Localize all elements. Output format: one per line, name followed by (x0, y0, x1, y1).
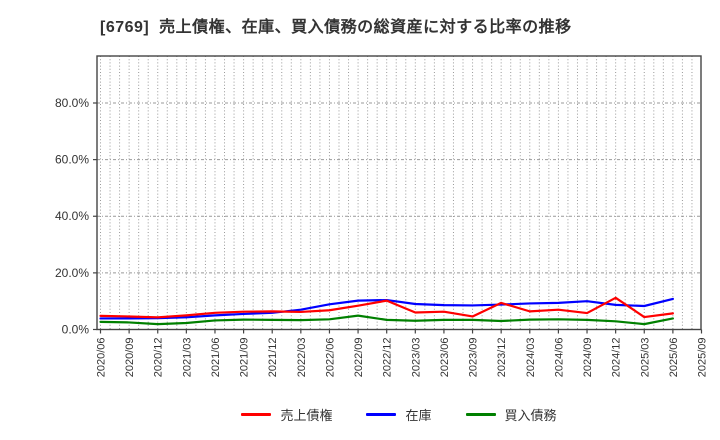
x-tick-label: 2022/03 (296, 338, 308, 378)
plot-border (96, 55, 702, 331)
x-tick-label: 2020/12 (153, 338, 165, 378)
x-tick-label: 2020/06 (96, 338, 108, 378)
legend-label-receivables: 売上債権 (280, 408, 333, 423)
legend-item-inventory: 在庫 (366, 405, 432, 424)
x-tick-label: 2021/03 (181, 338, 193, 378)
legend-item-receivables: 売上債権 (241, 405, 332, 424)
x-tick-label: 2022/06 (324, 338, 336, 378)
y-tick-label: 20.0% (55, 266, 89, 280)
x-tick-label: 2025/06 (668, 338, 680, 378)
receivables-line-swatch (241, 413, 272, 416)
y-tick-label: 0.0% (62, 323, 90, 337)
x-tick-label: 2020/09 (124, 338, 136, 378)
x-tick-label: 2024/12 (611, 338, 623, 378)
y-tick-label: 40.0% (55, 209, 89, 223)
chart-legend: 売上債権 在庫 買入債務 (97, 405, 701, 424)
x-tick-label: 2022/09 (353, 338, 365, 378)
x-tick-label: 2024/09 (582, 338, 594, 378)
y-tick-label: 60.0% (55, 153, 89, 167)
x-tick-label: 2023/06 (439, 338, 451, 378)
series-line-2 (99, 314, 674, 326)
legend-label-inventory: 在庫 (405, 408, 432, 423)
x-tick-label: 2024/06 (553, 338, 565, 378)
y-tick-label: 80.0% (55, 96, 89, 110)
x-tick-label: 2023/09 (468, 338, 480, 378)
x-tick-label: 2021/09 (239, 338, 251, 378)
chart-title: [6769] 売上債権、在庫、買入債務の総資産に対する比率の推移 (100, 19, 572, 36)
x-tick-label: 2022/12 (382, 338, 394, 378)
x-tick-label: 2023/03 (410, 338, 422, 378)
x-tick-label: 2024/03 (525, 338, 537, 378)
payables-line-swatch (465, 413, 496, 416)
x-tick-label: 2023/12 (496, 337, 508, 377)
x-tick-label: 2025/03 (639, 338, 651, 378)
x-tick-label: 2021/06 (210, 338, 222, 378)
legend-label-payables: 買入債務 (504, 408, 557, 423)
x-tick-label: 2021/12 (267, 338, 279, 378)
inventory-line-swatch (366, 413, 397, 416)
x-tick-label: 2025/09 (697, 338, 709, 378)
legend-item-payables: 買入債務 (465, 405, 557, 424)
series-line-0 (99, 296, 674, 319)
